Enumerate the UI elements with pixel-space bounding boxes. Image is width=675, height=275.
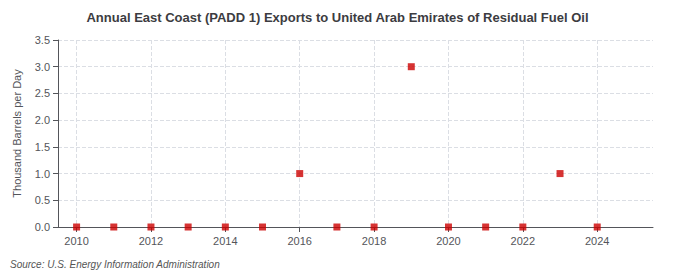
- svg-text:2018: 2018: [362, 235, 386, 247]
- svg-text:2014: 2014: [213, 235, 237, 247]
- svg-text:0.5: 0.5: [35, 194, 50, 206]
- svg-text:Source: U.S. Energy Informatio: Source: U.S. Energy Information Administ…: [10, 259, 220, 270]
- svg-text:1.0: 1.0: [35, 168, 50, 180]
- svg-text:2.5: 2.5: [35, 87, 50, 99]
- svg-text:Annual East Coast (PADD 1) Exp: Annual East Coast (PADD 1) Exports to Un…: [86, 10, 588, 25]
- svg-text:2016: 2016: [287, 235, 311, 247]
- svg-text:3.5: 3.5: [35, 34, 50, 46]
- svg-text:Thousand Barrels per Day: Thousand Barrels per Day: [11, 69, 23, 198]
- svg-text:2022: 2022: [511, 235, 535, 247]
- svg-text:2024: 2024: [585, 235, 609, 247]
- svg-text:2012: 2012: [139, 235, 163, 247]
- svg-text:3.0: 3.0: [35, 61, 50, 73]
- svg-text:2.0: 2.0: [35, 114, 50, 126]
- svg-text:1.5: 1.5: [35, 141, 50, 153]
- svg-text:2010: 2010: [64, 235, 88, 247]
- svg-text:2020: 2020: [436, 235, 460, 247]
- svg-text:0.0: 0.0: [35, 221, 50, 233]
